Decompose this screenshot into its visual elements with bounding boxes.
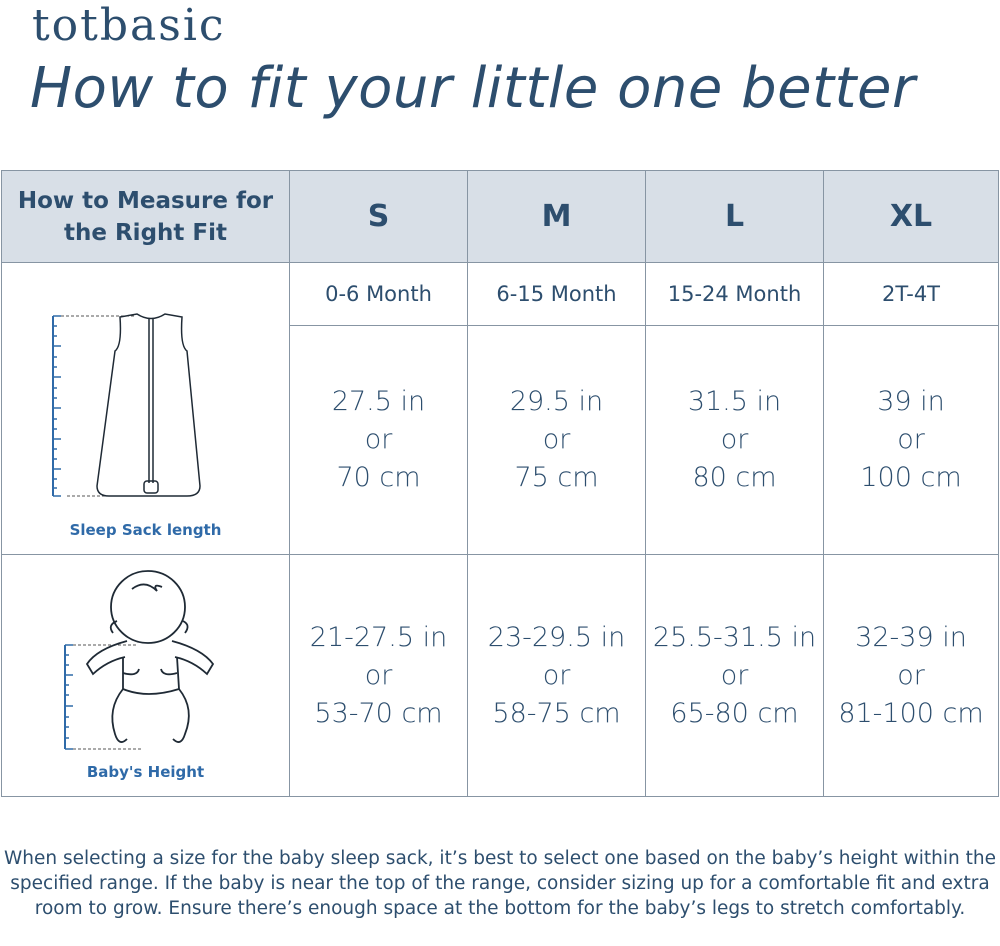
value-or: or [720,424,749,455]
value-cm: 81-100 cm [838,697,984,729]
size-header-l: L [645,170,824,263]
height-xl: 32-39 in or 81-100 cm [823,554,999,797]
value-cm: 75 cm [514,462,599,493]
age-xl: 2T-4T [823,262,999,326]
sleep-sack-xl: 39 in or 100 cm [823,325,999,555]
age-l: 15-24 Month [645,262,824,326]
age-s: 0-6 Month [289,262,468,326]
value-or: or [542,659,571,691]
size-header-xl: XL [823,170,999,263]
age-m: 6-15 Month [467,262,646,326]
page-title: How to fit your little one better [30,56,916,121]
age-row: Sleep Sack length 0-6 Month 6-15 Month 1… [1,262,999,555]
value-cm: 70 cm [336,462,421,493]
height-m: 23-29.5 in or 58-75 cm [467,554,646,797]
value-in: 25.5-31.5 in [652,621,817,653]
header-row: How to Measure for the Right Fit S M L X… [1,170,999,263]
size-header-s: S [289,170,468,263]
sleep-sack-row: 27.5 in or 70 cm 29.5 in or 75 cm 31.5 in or 8… [2,325,999,555]
value-cm: 65-80 cm [670,697,799,729]
value-in: 31.5 in [687,386,782,417]
height-l: 25.5-31.5 in or 65-80 cm [645,554,824,797]
value-cm: 58-75 cm [492,697,621,729]
value-cm: 80 cm [692,462,777,493]
sleep-sack-illustration-cell: Sleep Sack length [1,262,290,555]
value-or: or [897,424,925,455]
baby-icon [64,570,215,750]
value-cm: 100 cm [860,462,962,493]
size-header-m: M [467,170,646,263]
value-in: 39 in [877,386,945,417]
size-chart-table: How to Measure for the Right Fit S M L X… [1,170,999,797]
value-or: or [542,424,571,455]
sizing-note: When selecting a size for the baby sleep… [4,848,996,919]
value-or: or [720,659,749,691]
measure-header: How to Measure for the Right Fit [1,170,290,263]
height-row: Baby's Height 21-27.5 in or 53-70 cm 23-29… [1,554,999,797]
value-cm: 53-70 cm [314,697,443,729]
height-s: 21-27.5 in or 53-70 cm [289,554,468,797]
value-in: 32-39 in [855,621,967,653]
brand-logo: totbasic [32,0,226,51]
value-or: or [364,659,393,691]
value-or: or [364,424,393,455]
sleep-sack-l: 31.5 in or 80 cm [645,325,824,555]
value-in: 23-29.5 in [487,621,626,653]
sleep-sack-s: 27.5 in or 70 cm [289,325,468,555]
value-in: 21-27.5 in [309,621,448,653]
value-in: 27.5 in [331,386,426,417]
value-in: 29.5 in [509,386,604,417]
baby-illustration-cell: Baby's Height [1,554,290,797]
value-or: or [897,659,925,691]
sleep-sack-caption: Sleep Sack length [69,521,222,539]
sleep-sack-icon [52,313,201,497]
baby-height-caption: Baby's Height [86,763,205,781]
sleep-sack-m: 29.5 in or 75 cm [467,325,646,555]
